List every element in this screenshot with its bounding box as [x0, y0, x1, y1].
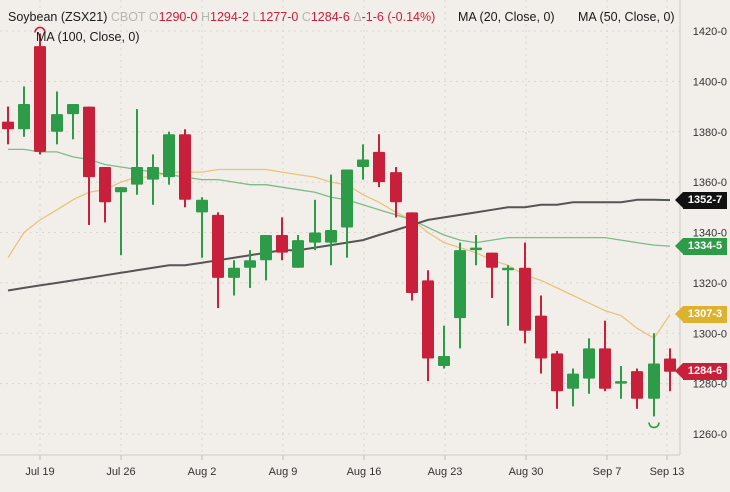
ma20-legend[interactable]: MA (20, Close, 0) — [458, 10, 555, 24]
candle-body[interactable] — [131, 167, 143, 185]
ma100-value-tag: 1352-7 — [675, 191, 727, 209]
ma50-legend[interactable]: MA (50, Close, 0) — [578, 10, 675, 24]
candle-body[interactable] — [648, 363, 660, 399]
candle-body[interactable] — [486, 252, 498, 268]
x-tick-label: Aug 23 — [428, 466, 463, 478]
open-label: O — [148, 10, 159, 24]
high-label: H — [200, 10, 211, 24]
y-tick-label: 1300-0 — [693, 328, 727, 340]
x-tick-label: Aug 16 — [347, 466, 382, 478]
candle-body[interactable] — [260, 235, 272, 261]
candle-body[interactable] — [502, 267, 514, 271]
candle-body[interactable] — [2, 121, 14, 130]
high-value: 1294-2 — [210, 10, 249, 24]
y-tick-label: 1360-0 — [693, 177, 727, 189]
candle-body[interactable] — [51, 114, 63, 132]
candle-body[interactable] — [583, 348, 595, 379]
candle-body[interactable] — [147, 167, 159, 180]
candle-body[interactable] — [454, 250, 466, 319]
candle-body[interactable] — [631, 371, 643, 399]
candle-body[interactable] — [99, 167, 111, 203]
x-tick-label: Aug 30 — [509, 466, 544, 478]
candle-body[interactable] — [325, 230, 337, 243]
candle-body[interactable] — [438, 355, 450, 367]
low-value: 1277-0 — [259, 10, 299, 24]
low-label: L — [252, 10, 260, 24]
candle-body[interactable] — [163, 134, 175, 178]
ohlc-legend: Soybean (ZSX21) CBOT O1290-0 H1294-2 L12… — [8, 10, 435, 24]
ma50-line[interactable] — [8, 148, 671, 247]
close-label: C — [301, 10, 311, 24]
candle-body[interactable] — [67, 104, 79, 115]
y-tick-label: 1400-0 — [693, 76, 727, 88]
y-tick-label: 1320-0 — [693, 278, 727, 290]
period-high-marker-icon — [34, 26, 46, 33]
candle-body[interactable] — [34, 46, 46, 152]
candle-body[interactable] — [228, 267, 240, 278]
candle-body[interactable] — [18, 104, 30, 130]
candle-body[interactable] — [599, 348, 611, 389]
x-tick-label: Sep 13 — [650, 466, 685, 478]
close-value: 1284-6 — [310, 10, 350, 24]
change-value: -1-6 (-0.14%) — [361, 10, 436, 24]
candle-body[interactable] — [276, 235, 288, 253]
candle-body[interactable] — [83, 106, 95, 178]
candle-body[interactable] — [115, 187, 127, 193]
ma100-legend[interactable]: MA (100, Close, 0) — [36, 30, 140, 44]
x-tick-label: Sep 7 — [593, 466, 622, 478]
exchange-label: CBOT — [110, 10, 146, 24]
candle-body[interactable] — [373, 151, 385, 183]
candle-body[interactable] — [357, 159, 369, 168]
period-low-marker-icon — [648, 422, 660, 429]
y-tick-label: 1260-0 — [693, 429, 727, 441]
candle-body[interactable] — [212, 214, 224, 278]
candle-body[interactable] — [470, 247, 482, 251]
candle-body[interactable] — [309, 232, 321, 243]
x-tick-label: Aug 2 — [188, 466, 217, 478]
x-tick-label: Jul 19 — [25, 466, 54, 478]
candle-body[interactable] — [244, 260, 256, 268]
candle-body[interactable] — [390, 172, 402, 203]
y-tick-label: 1280-0 — [693, 379, 727, 391]
candle-body[interactable] — [664, 358, 676, 372]
candle-body[interactable] — [179, 134, 191, 200]
symbol-label: Soybean (ZSX21) — [8, 10, 108, 24]
candle-body[interactable] — [292, 240, 304, 268]
last-price-tag: 1284-6 — [675, 363, 727, 381]
y-tick-label: 1420-0 — [693, 26, 727, 38]
change-label: Δ — [353, 10, 362, 24]
y-tick-label: 1340-0 — [693, 228, 727, 240]
candle-body[interactable] — [567, 373, 579, 389]
open-value: 1290-0 — [158, 10, 198, 24]
ma20-value-tag: 1307-3 — [675, 306, 727, 324]
candle-body[interactable] — [551, 353, 563, 392]
ma50-value-tag: 1334-5 — [675, 237, 727, 255]
candle-body[interactable] — [406, 212, 418, 293]
candle-body[interactable] — [422, 280, 434, 359]
x-tick-label: Aug 9 — [269, 466, 298, 478]
candle-body[interactable] — [341, 169, 353, 228]
candle-body[interactable] — [196, 199, 208, 213]
candle-body[interactable] — [519, 267, 531, 331]
ma100-line[interactable] — [7, 198, 671, 292]
y-tick-label: 1380-0 — [693, 127, 727, 139]
x-tick-label: Jul 26 — [106, 466, 135, 478]
candle-body[interactable] — [535, 315, 547, 359]
ma20-line[interactable] — [7, 168, 671, 340]
candle-body[interactable] — [615, 381, 627, 384]
